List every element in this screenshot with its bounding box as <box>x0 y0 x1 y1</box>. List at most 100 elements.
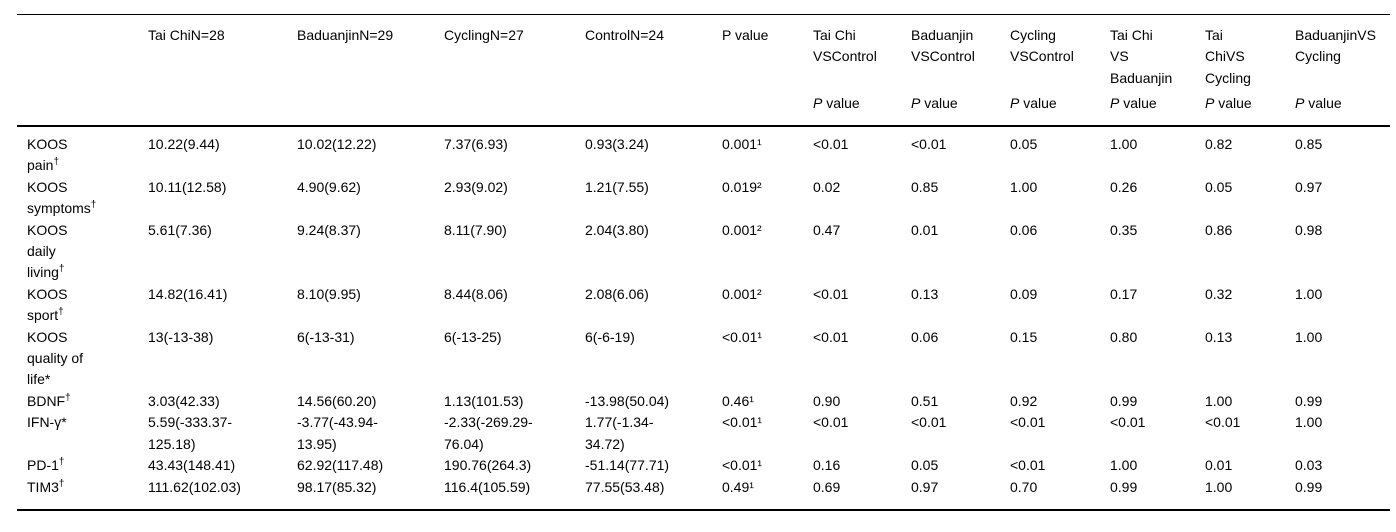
table-cell: 0.05 <box>1205 178 1233 195</box>
table-cell: 6(-13-31) <box>297 328 355 345</box>
table-cell: 1.00 <box>1205 392 1233 409</box>
table-row: KOOS sport† 14.82(16.41) 8.10(9.95) 8.44(8.… <box>17 284 1390 327</box>
table-cell: <0.01 <box>1010 414 1046 431</box>
table-cell: 1.00 <box>1110 136 1138 152</box>
table-cell: 0.03 <box>1295 457 1323 474</box>
table-row: KOOS quality of life* 13(-13-38) 6(-13-31)… <box>17 327 1390 391</box>
table-body: KOOS pain† 10.22(9.44) 10.02(12.22) 7.37(6.… <box>17 126 1390 510</box>
table-cell: <0.01 <box>911 136 947 152</box>
table-cell: 2.04(3.80) <box>585 221 649 238</box>
column-header: Tai ChiN=28 <box>148 27 225 43</box>
table-cell: 8.10(9.95) <box>297 285 361 302</box>
table-cell: <0.01 <box>1110 414 1146 431</box>
table-cell: 0.02 <box>813 178 841 195</box>
column-subheader: P value <box>901 93 1000 127</box>
table-cell: 3.03(42.33) <box>148 392 220 409</box>
table-cell: 1.77(-1.34- 34.72) <box>585 414 654 452</box>
column-subheader <box>434 93 575 127</box>
column-subheader: P value <box>1100 93 1195 127</box>
table-row: KOOS daily living† 5.61(7.36) 9.24(8.37) 8.… <box>17 220 1390 284</box>
table-cell: 0.019² <box>722 178 762 195</box>
table-cell: 13(-13-38) <box>148 328 214 345</box>
table-cell: <0.01 <box>813 414 849 431</box>
table-cell: 0.97 <box>911 478 939 495</box>
table-cell: 0.99 <box>1295 392 1323 409</box>
row-label: KOOS sport† <box>27 285 68 324</box>
table-cell: 0.001¹ <box>722 136 762 152</box>
table-cell: 14.82(16.41) <box>148 285 228 302</box>
table-row: TIM3† 111.62(102.03) 98.17(85.32) 116.4(105… <box>17 477 1390 510</box>
table-cell: 0.92 <box>1010 392 1038 409</box>
table-cell: 0.06 <box>911 328 939 345</box>
column-header: Tai Chi VS Baduanjin <box>1110 27 1173 86</box>
column-subheader: P value <box>803 93 901 127</box>
outcomes-comparison-table: Tai ChiN=28 BaduanjinN=29 CyclingN=27 Contr… <box>17 14 1390 511</box>
table-cell: 0.13 <box>1205 328 1233 345</box>
table-row: KOOS pain† 10.22(9.44) 10.02(12.22) 7.37(6.… <box>17 126 1390 177</box>
table-cell: 0.49¹ <box>722 478 754 495</box>
table-cell: 2.08(6.06) <box>585 285 649 302</box>
table-cell: 43.43(148.41) <box>148 457 236 474</box>
table-cell: 0.70 <box>1010 478 1038 495</box>
column-header: Baduanjin VSControl <box>911 27 975 65</box>
table-cell: 8.11(7.90) <box>444 221 507 238</box>
table-cell: 77.55(53.48) <box>585 478 665 495</box>
table-cell: 0.51 <box>911 392 939 409</box>
table-cell: 5.61(7.36) <box>148 221 212 238</box>
table-cell: 0.85 <box>1295 136 1323 152</box>
table-cell: <0.01¹ <box>722 457 763 474</box>
table-cell: 0.90 <box>813 392 841 409</box>
table-cell: 8.44(8.06) <box>444 285 508 302</box>
table-row: PD-1† 43.43(148.41) 62.92(117.48) 190.76(26… <box>17 455 1390 476</box>
table-cell: 111.62(102.03) <box>148 478 241 495</box>
table-cell: 10.02(12.22) <box>297 136 377 152</box>
table-cell: 0.99 <box>1295 478 1323 495</box>
table-cell: 190.76(264.3) <box>444 457 532 474</box>
table-cell: 0.82 <box>1205 136 1233 152</box>
row-label: PD-1† <box>27 456 65 474</box>
table-cell: 1.00 <box>1295 414 1323 431</box>
column-subheader <box>17 93 138 127</box>
header-row-subheaders: P value P value P value P value P value P val… <box>17 93 1390 127</box>
column-header: Tai Chi VSControl <box>813 27 877 65</box>
table-cell: 5.59(-333.37- 125.18) <box>148 414 233 452</box>
table-cell: 0.86 <box>1205 221 1233 238</box>
paper-table-page: Tai ChiN=28 BaduanjinN=29 CyclingN=27 Contr… <box>0 14 1396 511</box>
column-header: Tai ChiVS Cycling <box>1205 27 1251 86</box>
row-label: KOOS quality of life* <box>27 328 84 388</box>
table-cell: 0.80 <box>1110 328 1138 345</box>
table-cell: 0.26 <box>1110 178 1138 195</box>
column-subheader: P value <box>1285 93 1390 127</box>
table-cell: 0.35 <box>1110 221 1138 238</box>
table-cell: 14.56(60.20) <box>297 392 377 409</box>
column-subheader <box>575 93 712 127</box>
column-header: P value <box>722 27 769 43</box>
column-header: BaduanjinVS Cycling <box>1295 27 1376 65</box>
table-cell: 0.69 <box>813 478 841 495</box>
table-cell: 0.01 <box>1205 457 1233 474</box>
table-cell: 0.97 <box>1295 178 1323 195</box>
table-cell: 1.00 <box>1295 328 1323 345</box>
table-cell: 0.99 <box>1110 392 1138 409</box>
table-cell: 0.13 <box>911 285 939 302</box>
table-cell: 0.32 <box>1205 285 1233 302</box>
table-cell: -51.14(77.71) <box>585 457 670 474</box>
table-cell: -3.77(-43.94- 13.95) <box>297 414 378 452</box>
row-label-column-header <box>17 15 138 94</box>
column-subheader: P value <box>1195 93 1285 127</box>
table-cell: 1.13(101.53) <box>444 392 524 409</box>
row-label: TIM3† <box>27 477 65 495</box>
table-cell: 0.85 <box>911 178 939 195</box>
table-cell: 7.37(6.93) <box>444 136 508 152</box>
table-cell: <0.01 <box>1205 414 1241 431</box>
table-cell: 0.01 <box>911 221 939 238</box>
table-cell: 0.98 <box>1295 221 1323 238</box>
row-label: KOOS pain† <box>27 136 68 174</box>
row-label: KOOS daily living† <box>27 221 68 281</box>
table-cell: <0.01 <box>911 414 947 431</box>
row-label: IFN-γ* <box>27 414 67 431</box>
table-cell: 1.00 <box>1205 478 1233 495</box>
table-cell: 0.46¹ <box>722 392 754 409</box>
table-cell: 0.001² <box>722 285 762 302</box>
table-cell: 9.24(8.37) <box>297 221 361 238</box>
